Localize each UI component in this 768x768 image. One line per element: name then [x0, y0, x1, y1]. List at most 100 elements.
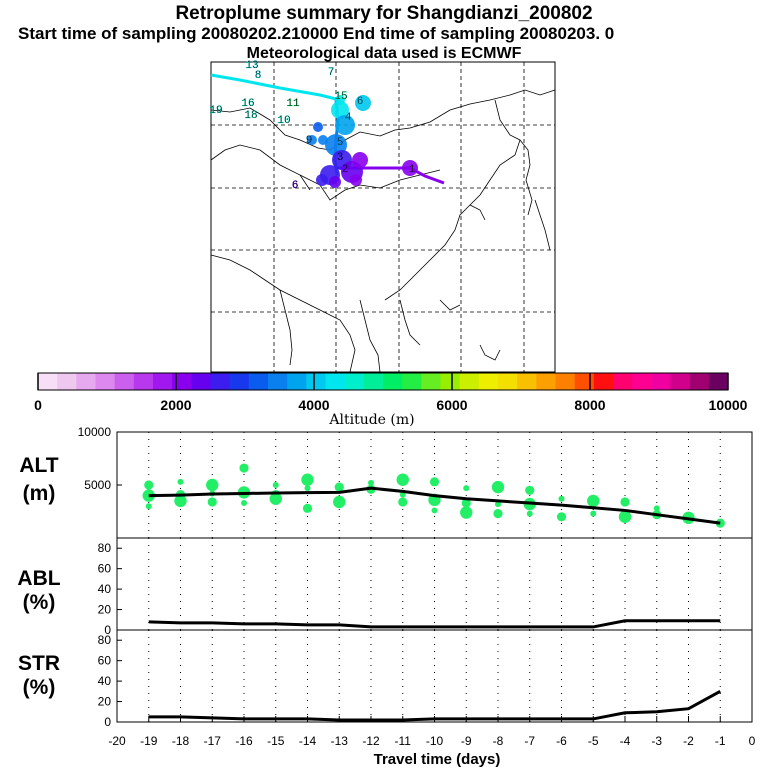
altitude-point — [495, 501, 501, 508]
x-tick-label: -8 — [493, 734, 504, 748]
altitude-point — [620, 497, 630, 507]
trajectory-day-label: 15 — [334, 91, 347, 103]
colorbar-swatch — [95, 373, 116, 390]
x-tick-label: -4 — [620, 734, 631, 748]
trajectory-day-label: 19 — [209, 105, 222, 117]
str-line — [148, 690, 721, 722]
coastline — [210, 254, 356, 373]
map-frame — [210, 61, 556, 373]
altitude-point — [177, 478, 184, 485]
x-tick-label: -13 — [331, 734, 349, 748]
colorbar-tick-label: 0 — [34, 397, 42, 413]
altitude-point — [431, 507, 438, 514]
altitude-point — [653, 505, 660, 512]
met-data-label: Meteorological data used is ECMWF — [246, 45, 522, 62]
x-tick-label: -15 — [267, 734, 285, 748]
y-tick-label: 20 — [98, 695, 112, 709]
altitude-point — [461, 498, 471, 508]
colorbar-swatch — [383, 373, 403, 390]
trajectory-day-label: 13 — [245, 60, 258, 72]
colorbar-swatch — [363, 373, 384, 390]
panel-unit: (%) — [23, 591, 56, 614]
altitude-point — [174, 494, 187, 508]
x-tick-label: -6 — [556, 734, 567, 748]
colorbar-swatch — [574, 373, 595, 390]
x-tick-label: -14 — [299, 734, 317, 748]
coastline — [479, 344, 501, 361]
altitude-point — [460, 506, 473, 519]
abl-line — [148, 619, 721, 629]
panel-unit: (m) — [23, 482, 56, 505]
colorbar-swatch — [133, 373, 154, 390]
y-tick-label: 40 — [98, 582, 112, 596]
colorbar-swatch — [632, 373, 652, 390]
colorbar-swatch — [440, 373, 461, 390]
altitude-point — [241, 500, 247, 507]
panel-unit: (%) — [23, 676, 56, 699]
x-tick-label: -16 — [235, 734, 253, 748]
altitude-point — [587, 494, 600, 508]
x-tick-label: 0 — [749, 734, 756, 748]
y-tick-label: 60 — [98, 654, 112, 668]
altitude-point — [304, 485, 311, 492]
colorbar-swatch — [325, 373, 346, 390]
colorbar-swatch — [287, 373, 307, 390]
trajectory-day-label: 8 — [255, 70, 262, 82]
colorbar-swatch — [536, 373, 556, 390]
panel-frame — [116, 629, 753, 723]
x-tick-label: -12 — [362, 734, 380, 748]
colorbar-tick-label: 2000 — [160, 397, 191, 413]
colorbar-tick-label: 4000 — [298, 397, 329, 413]
coastline — [534, 199, 551, 251]
trajectory-cluster — [335, 95, 345, 105]
colorbar-swatch — [57, 373, 77, 390]
x-tick-label: -9 — [461, 734, 472, 748]
colorbar-swatch — [191, 373, 211, 390]
colorbar-swatch — [248, 373, 269, 390]
y-tick-label: 80 — [98, 633, 112, 647]
y-tick-label: 0 — [104, 623, 111, 637]
altitude-point — [333, 495, 346, 509]
trajectory-cluster — [329, 176, 341, 188]
trajectory-cluster — [350, 174, 362, 186]
colorbar-swatch — [593, 373, 614, 390]
colorbar-swatch — [459, 373, 480, 390]
x-tick-label: -5 — [588, 734, 599, 748]
altitude-point — [526, 510, 533, 517]
altitude-point — [525, 485, 535, 495]
colorbar-swatch — [306, 373, 326, 390]
colorbar-swatch — [268, 373, 288, 390]
colorbar-swatch — [498, 373, 518, 390]
trajectory-day-label: 5 — [337, 137, 344, 149]
trajectory-cluster — [316, 174, 328, 186]
panel-label: STR — [18, 652, 60, 675]
altitude-point — [396, 473, 409, 486]
altitude-point — [301, 473, 314, 486]
y-tick-label: 80 — [98, 541, 112, 555]
coastline — [384, 99, 521, 301]
x-tick-label: -10 — [426, 734, 444, 748]
trajectory-day-label: 6 — [292, 180, 299, 192]
trajectory-day-label: 9 — [306, 135, 313, 147]
altitude-point — [144, 480, 154, 490]
altitude-point — [590, 510, 597, 517]
panel-frame — [116, 537, 753, 631]
panel-label: ALT — [19, 454, 58, 477]
coastline — [469, 204, 486, 221]
colorbar-swatch — [613, 373, 633, 390]
trajectory-day-label: 10 — [277, 115, 290, 127]
altitude-point — [429, 477, 440, 487]
altitude-point — [398, 497, 408, 507]
colorbar-swatch — [708, 373, 729, 390]
altitude-point — [556, 512, 567, 522]
coastline — [359, 299, 381, 373]
altitude-point — [207, 497, 217, 507]
colorbar-tick-label: 10000 — [709, 397, 748, 413]
x-tick-label: -3 — [651, 734, 662, 748]
trajectory-cluster — [352, 152, 368, 168]
panel-label: ABL — [17, 567, 60, 590]
trajectory-cluster — [331, 101, 349, 119]
sampling-times: Start time of sampling 20080202.210000 E… — [18, 24, 615, 43]
colorbar-swatch — [153, 373, 173, 390]
